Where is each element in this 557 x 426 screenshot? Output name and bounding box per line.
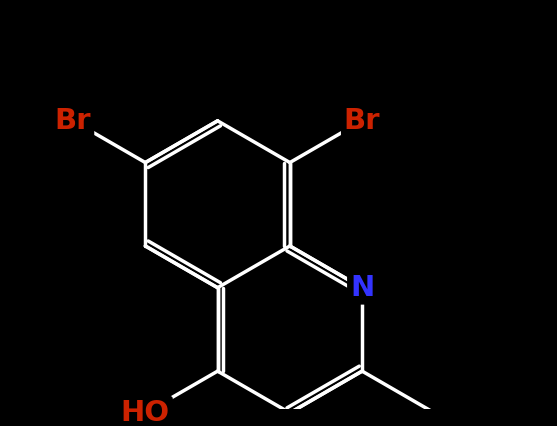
- Text: Br: Br: [344, 107, 380, 135]
- Text: N: N: [350, 273, 374, 302]
- Text: HO: HO: [121, 399, 170, 426]
- Text: Br: Br: [55, 107, 91, 135]
